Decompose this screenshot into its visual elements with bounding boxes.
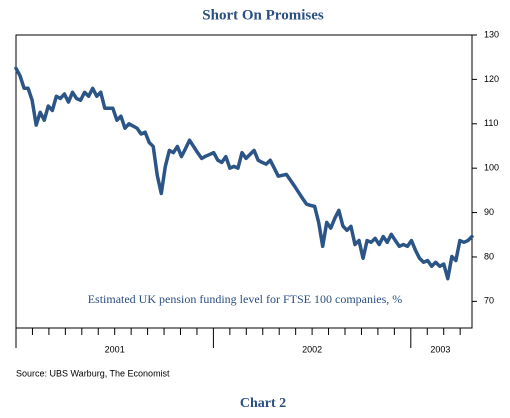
chart-title: Short On Promises bbox=[202, 7, 324, 23]
footer: Chart 2 bbox=[240, 396, 286, 411]
plot-frame bbox=[15, 34, 473, 329]
y-tick-label: 100 bbox=[484, 163, 499, 173]
annotation: Estimated UK pension funding level for F… bbox=[88, 292, 403, 306]
y-tick-label: 70 bbox=[484, 296, 494, 306]
data-line bbox=[14, 66, 474, 281]
x-tick-label: 2001 bbox=[105, 344, 125, 354]
y-tick-label: 120 bbox=[484, 74, 499, 84]
y-tick-label: 90 bbox=[484, 207, 494, 217]
source: Source: UBS Warburg, The Economist bbox=[16, 368, 170, 378]
x-tick-label: 2002 bbox=[302, 344, 322, 354]
x-tick-label: 2003 bbox=[430, 344, 450, 354]
y-tick-label: 80 bbox=[484, 251, 494, 261]
y-tick-label: 110 bbox=[484, 118, 498, 128]
y-tick-label: 130 bbox=[484, 29, 499, 39]
